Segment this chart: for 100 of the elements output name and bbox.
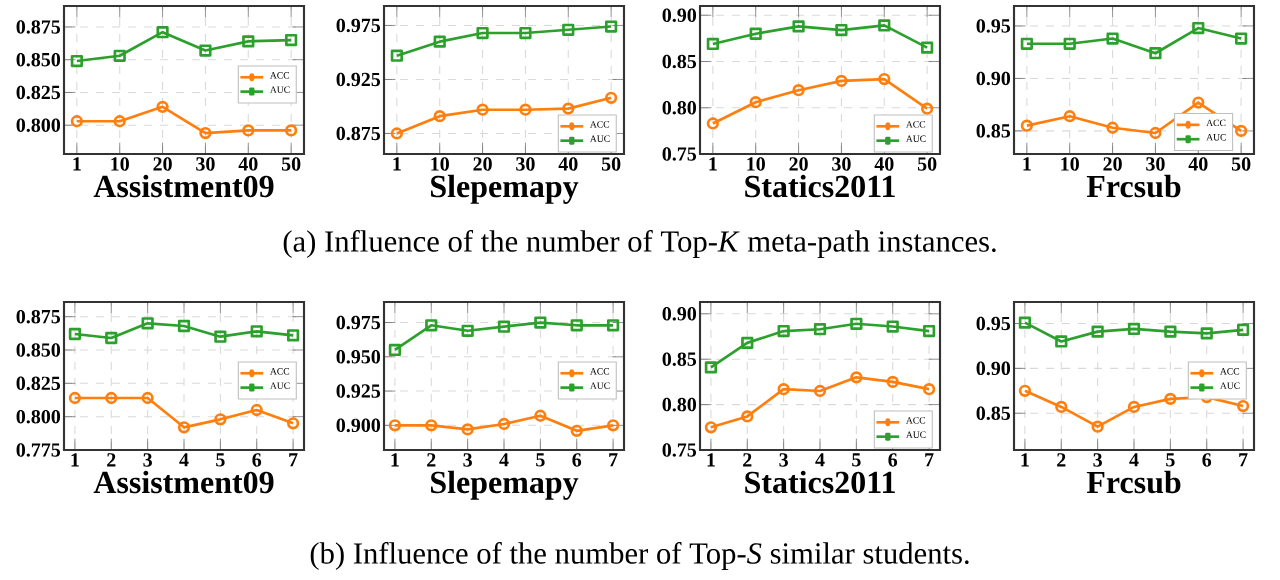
y-tick-label: 0.975 bbox=[336, 315, 381, 330]
point bbox=[1063, 37, 1076, 50]
point bbox=[604, 20, 618, 33]
point bbox=[886, 320, 899, 333]
point bbox=[433, 110, 446, 123]
x-tick-label: 1 bbox=[1021, 453, 1029, 467]
x-tick-label: 2 bbox=[107, 453, 116, 467]
point bbox=[156, 100, 169, 113]
point bbox=[214, 330, 227, 343]
x-tick-label: 10 bbox=[747, 157, 765, 171]
point bbox=[199, 44, 212, 57]
point bbox=[497, 417, 511, 431]
text: (b) Influence of the number of Top-S similar students. bbox=[310, 541, 969, 571]
y-tick-label: 0.975 bbox=[336, 18, 381, 33]
y-tick-label: 0.90 bbox=[976, 71, 1011, 86]
point bbox=[813, 323, 827, 336]
point bbox=[497, 320, 511, 333]
point bbox=[242, 35, 255, 48]
point bbox=[1149, 126, 1162, 140]
y-tick-label: 0.85 bbox=[662, 54, 697, 69]
x-tick-label: 3 bbox=[1093, 453, 1102, 467]
x-axis-title: Statics2011 bbox=[745, 470, 895, 494]
y-tick-label: 0.950 bbox=[336, 350, 381, 364]
point bbox=[1164, 325, 1177, 338]
x-tick-label: 30 bbox=[196, 157, 215, 171]
point bbox=[1200, 327, 1213, 340]
x-tick-label: 4 bbox=[1129, 453, 1139, 467]
y-tick-label: 0.75 bbox=[662, 147, 697, 161]
x-tick-label: 1 bbox=[391, 453, 399, 467]
point bbox=[706, 37, 720, 51]
point bbox=[749, 27, 762, 40]
x-tick-label: 50 bbox=[1231, 157, 1251, 171]
x-tick-label: 30 bbox=[516, 157, 535, 171]
point bbox=[113, 115, 126, 128]
point bbox=[1020, 37, 1033, 50]
x-tick-label: 10 bbox=[111, 157, 129, 171]
point bbox=[425, 419, 438, 432]
x-tick-label: 5 bbox=[1166, 453, 1175, 467]
point bbox=[562, 23, 575, 36]
x-tick-label: 7 bbox=[609, 453, 618, 467]
x-axis-title: Slepemapy bbox=[431, 174, 579, 204]
x-tick-label: 1 bbox=[393, 157, 401, 171]
y-tick-label: 0.90 bbox=[976, 361, 1011, 376]
x-tick-label: 3 bbox=[143, 453, 152, 467]
y-tick-label: 0.925 bbox=[336, 384, 381, 398]
point bbox=[792, 20, 805, 33]
y-tick-label: 0.75 bbox=[662, 443, 697, 457]
x-tick-label: 1 bbox=[73, 157, 81, 171]
x-tick-label: 2 bbox=[743, 453, 752, 467]
y-tick-label: 0.85 bbox=[976, 406, 1011, 421]
x-axis-title: Assistment09 bbox=[93, 470, 274, 494]
point bbox=[141, 317, 154, 330]
x-tick-label: 5 bbox=[216, 453, 225, 467]
x-tick-label: 10 bbox=[1061, 157, 1079, 171]
point bbox=[68, 327, 82, 341]
point bbox=[1106, 121, 1119, 134]
point bbox=[1091, 325, 1104, 338]
x-tick-label: 1 bbox=[709, 157, 717, 171]
point bbox=[534, 316, 547, 329]
y-tick-label: 0.825 bbox=[16, 376, 61, 391]
point bbox=[704, 361, 718, 374]
point bbox=[777, 324, 790, 338]
x-tick-label: 20 bbox=[153, 157, 172, 171]
point bbox=[177, 421, 191, 434]
y-tick-label: 0.85 bbox=[976, 124, 1011, 138]
x-tick-label: 30 bbox=[1146, 157, 1165, 171]
y-tick-label: 0.850 bbox=[16, 343, 61, 357]
point bbox=[250, 403, 263, 417]
x-tick-label: 1 bbox=[1023, 157, 1031, 171]
point bbox=[156, 26, 169, 39]
x-tick-label: 6 bbox=[252, 453, 262, 467]
point bbox=[1192, 96, 1205, 109]
x-tick-label: 50 bbox=[917, 157, 937, 171]
x-tick-label: 40 bbox=[1188, 157, 1208, 171]
x-tick-label: 6 bbox=[888, 453, 898, 467]
point bbox=[1236, 323, 1250, 336]
x-tick-label: 1 bbox=[707, 453, 715, 467]
x-tick-label: 20 bbox=[1103, 157, 1122, 171]
y-tick-label: 0.80 bbox=[662, 100, 697, 115]
x-axis-title: Frcsub bbox=[1086, 174, 1181, 198]
point bbox=[433, 35, 446, 48]
point bbox=[792, 84, 805, 97]
y-tick-label: 0.925 bbox=[336, 72, 381, 87]
y-tick-label: 0.775 bbox=[16, 443, 61, 457]
point bbox=[835, 74, 848, 88]
point bbox=[741, 410, 754, 423]
x-tick-label: 50 bbox=[601, 157, 621, 171]
x-axis-title: Statics2011 bbox=[745, 174, 895, 198]
y-tick-label: 0.850 bbox=[16, 52, 61, 67]
point bbox=[749, 96, 762, 109]
point bbox=[1063, 110, 1076, 123]
point bbox=[141, 391, 154, 405]
point bbox=[562, 102, 575, 115]
point bbox=[1127, 322, 1141, 336]
x-axis-title: Frcsub bbox=[1086, 470, 1181, 494]
point bbox=[777, 383, 790, 396]
point bbox=[1018, 316, 1032, 329]
y-tick-label: 0.85 bbox=[662, 352, 697, 366]
point bbox=[1106, 32, 1119, 45]
point bbox=[476, 103, 489, 116]
